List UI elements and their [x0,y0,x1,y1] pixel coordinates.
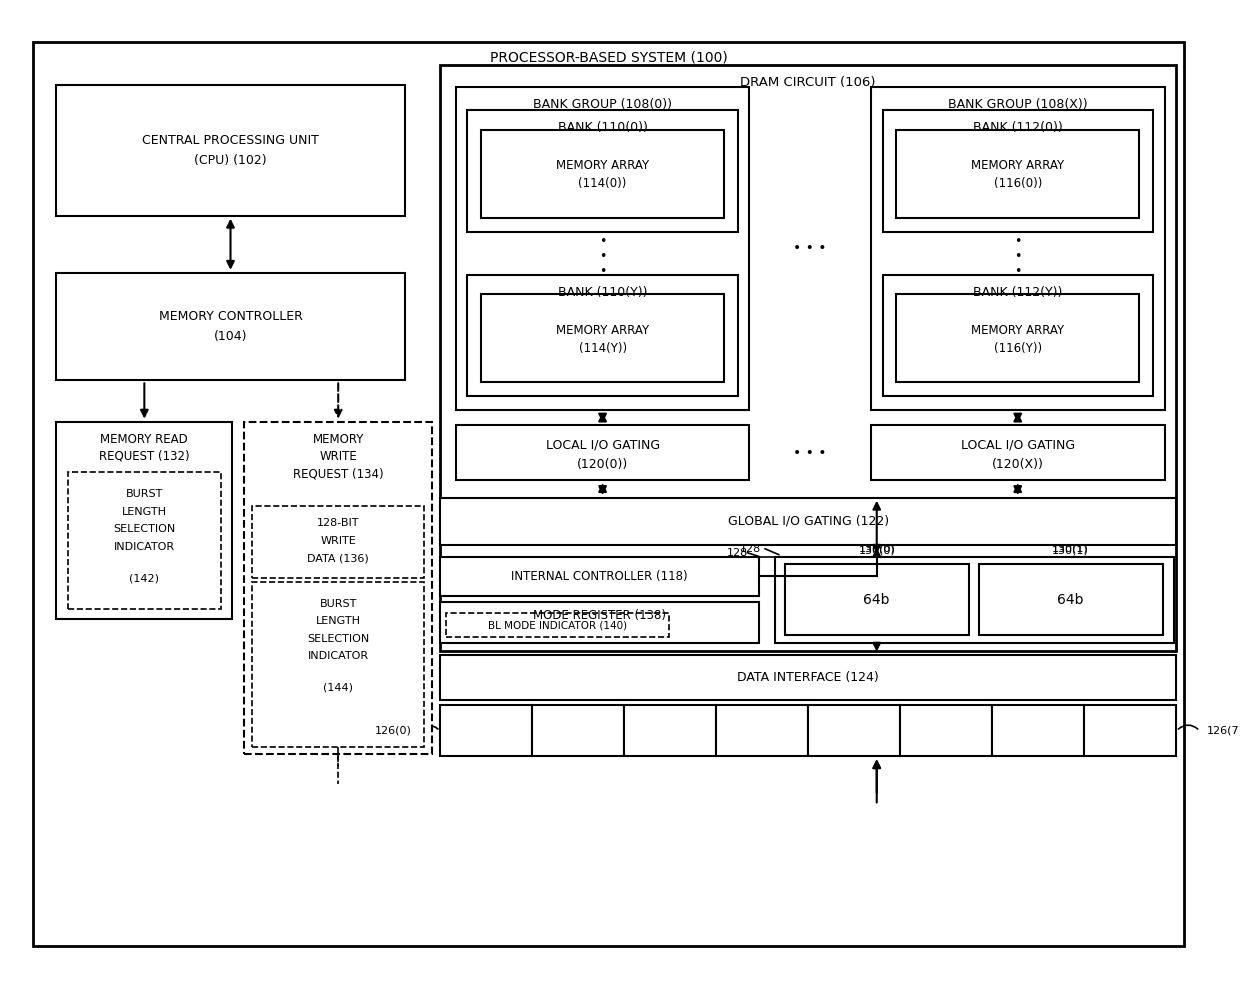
Bar [440,601,759,643]
Bar [456,87,749,409]
Bar [56,85,404,215]
Text: (114(Y)): (114(Y)) [579,341,626,354]
Text: BANK (112(0)): BANK (112(0)) [973,121,1063,134]
Bar [446,613,670,637]
Text: 130(0): 130(0) [858,544,895,554]
Text: (142): (142) [129,573,160,584]
Text: WRITE: WRITE [320,451,357,463]
Text: DRAM CIRCUIT (106): DRAM CIRCUIT (106) [740,76,875,90]
Bar [56,421,232,619]
Text: BL MODE INDICATOR (140): BL MODE INDICATOR (140) [489,620,627,630]
Text: BANK (110(0)): BANK (110(0)) [558,121,647,134]
Text: REQUEST (134): REQUEST (134) [293,467,383,481]
Bar [252,506,424,579]
Text: (CPU) (102): (CPU) (102) [195,154,267,166]
Text: PROCESSOR-BASED SYSTEM (100): PROCESSOR-BASED SYSTEM (100) [490,50,728,64]
Text: 130(0): 130(0) [858,546,895,556]
Text: BANK GROUP (108(0)): BANK GROUP (108(0)) [533,97,672,111]
Text: MODE REGISTER (138): MODE REGISTER (138) [533,609,666,622]
Bar [992,706,1084,757]
Bar [897,294,1140,383]
Text: MEMORY ARRAY: MEMORY ARRAY [556,159,649,172]
Text: (120(0)): (120(0)) [577,459,629,471]
Bar [978,565,1163,635]
Bar [456,425,749,480]
Bar [624,706,717,757]
Text: MEMORY READ: MEMORY READ [100,433,188,446]
Bar [785,565,968,635]
Bar [440,706,532,757]
Text: 126(0): 126(0) [374,726,412,736]
Bar [440,65,1177,650]
Text: (114(0)): (114(0)) [578,177,626,190]
Text: • • •: • • • [794,241,827,255]
Text: CENTRAL PROCESSING UNIT: CENTRAL PROCESSING UNIT [143,134,319,147]
Bar [717,706,808,757]
Text: MEMORY CONTROLLER: MEMORY CONTROLLER [159,310,303,323]
Bar [775,557,1174,643]
Text: 126(7): 126(7) [1207,726,1240,736]
Text: •
•
•: • • • [1014,234,1022,277]
Text: INDICATOR: INDICATOR [308,651,368,661]
Text: BANK (112(Y)): BANK (112(Y)) [973,285,1063,299]
Text: 128: 128 [740,544,761,554]
Bar [244,421,433,755]
Text: MEMORY ARRAY: MEMORY ARRAY [971,324,1064,337]
Text: (116(0)): (116(0)) [993,177,1042,190]
Text: LOCAL I/O GATING: LOCAL I/O GATING [546,439,660,452]
Text: BURST: BURST [125,489,162,499]
Bar [883,275,1153,396]
Bar [532,706,624,757]
Text: 128: 128 [727,548,748,558]
Bar [808,706,900,757]
Text: INDICATOR: INDICATOR [114,542,175,552]
Bar [56,273,404,381]
Text: MEMORY ARRAY: MEMORY ARRAY [556,324,649,337]
Bar [481,130,724,217]
Text: •
•
•: • • • [599,234,606,277]
Text: WRITE: WRITE [320,536,356,546]
Text: SELECTION: SELECTION [308,634,370,644]
Text: 130(1): 130(1) [1053,544,1089,554]
Bar [68,472,221,609]
Bar [1084,706,1177,757]
Bar [883,110,1153,231]
Text: (104): (104) [213,330,247,342]
Text: BURST: BURST [320,598,357,609]
Text: 64b: 64b [863,592,890,607]
Bar [440,654,1177,700]
Text: MEMORY: MEMORY [312,433,363,446]
Text: 64b: 64b [1058,592,1084,607]
Text: SELECTION: SELECTION [113,524,176,534]
Text: INTERNAL CONTROLLER (118): INTERNAL CONTROLLER (118) [511,570,688,583]
Bar [252,583,424,747]
Text: BANK GROUP (108(X)): BANK GROUP (108(X)) [947,97,1087,111]
Text: LENGTH: LENGTH [316,616,361,626]
Text: GLOBAL I/O GATING (122): GLOBAL I/O GATING (122) [728,515,889,527]
Text: REQUEST (132): REQUEST (132) [99,450,190,462]
Bar [870,425,1164,480]
Text: LOCAL I/O GATING: LOCAL I/O GATING [961,439,1075,452]
Text: (144): (144) [324,683,353,693]
Text: MEMORY ARRAY: MEMORY ARRAY [971,159,1064,172]
Text: LENGTH: LENGTH [122,507,167,517]
Text: • • •: • • • [794,446,827,460]
Text: (120(X)): (120(X)) [992,459,1044,471]
Text: 130(1): 130(1) [1053,546,1089,556]
Text: 128-BIT: 128-BIT [317,519,360,528]
Bar [900,706,992,757]
Text: DATA (136): DATA (136) [308,554,370,564]
Bar [481,294,724,383]
Bar [467,275,738,396]
Bar [440,498,1177,545]
Bar [440,557,759,595]
Bar [870,87,1164,409]
Bar [897,130,1140,217]
Text: (116(Y)): (116(Y)) [993,341,1042,354]
Bar [467,110,738,231]
Text: DATA INTERFACE (124): DATA INTERFACE (124) [738,670,879,684]
Text: BANK (110(Y)): BANK (110(Y)) [558,285,647,299]
